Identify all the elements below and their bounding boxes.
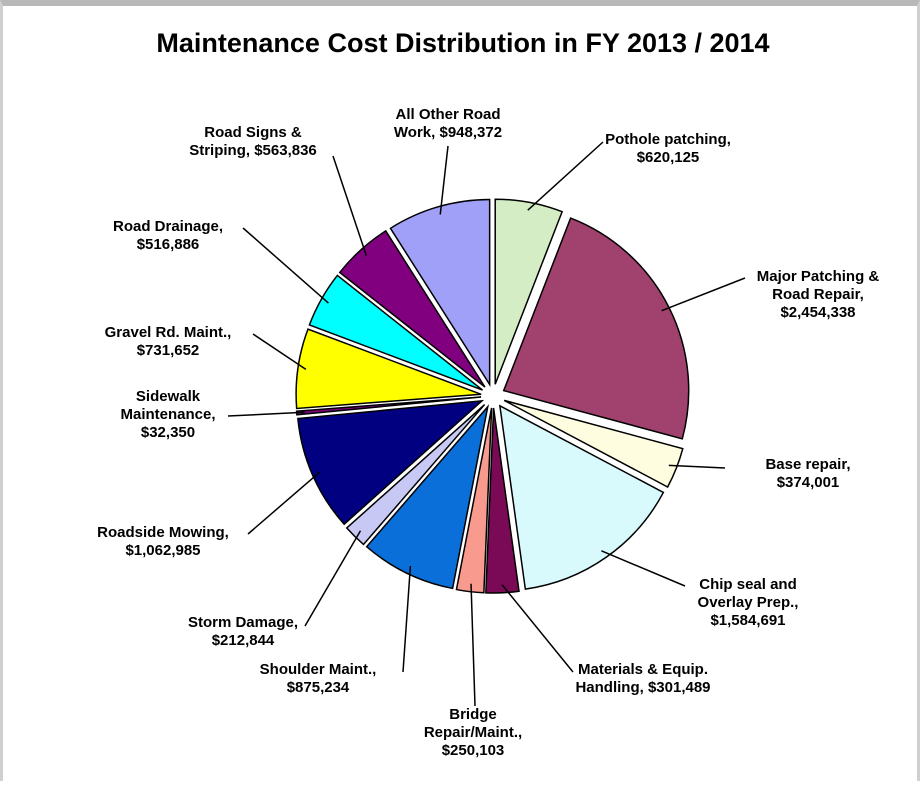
value-label: $2,454,338: [780, 304, 856, 321]
value-label: $731,652: [136, 342, 200, 359]
value-label: $563,836: [254, 142, 317, 159]
pie-slice: [494, 198, 564, 385]
value-label: $620,125: [636, 149, 700, 166]
category-label: Chip seal and Overlay Prep.,: [697, 576, 799, 611]
leader-line: [470, 583, 476, 707]
slice-label: Road Signs & Striping, $563,836: [173, 124, 333, 160]
pie-slice: [345, 403, 486, 546]
category-label: Storm Damage,: [187, 614, 299, 631]
category-label: Materials & Equip. Handling,: [575, 661, 709, 696]
category-label: Sidewalk Maintenance,: [120, 388, 216, 423]
leader-line: [527, 141, 604, 211]
slice-label: Materials & Equip. Handling, $301,489: [558, 661, 728, 697]
leader-line: [242, 227, 329, 304]
pie-slice: [485, 407, 520, 594]
pie-slice: [365, 404, 490, 590]
category-label: Bridge Repair/Maint.,: [423, 706, 523, 741]
slice-label: Storm Damage, $212,844: [183, 614, 303, 650]
value-label: $948,372: [439, 124, 503, 141]
leader-line: [439, 145, 449, 215]
pie-slice: [503, 399, 684, 489]
leader-line: [304, 530, 362, 627]
leader-line: [227, 411, 305, 417]
category-label: Road Signs & Striping,: [189, 124, 302, 159]
category-label: Shoulder Maint.,: [259, 661, 377, 678]
pie-slice: [455, 407, 493, 594]
leader-line: [668, 464, 726, 469]
leader-line: [332, 155, 368, 256]
value-label: $1,062,985: [125, 542, 201, 559]
leader-line: [501, 584, 574, 673]
slice-label: Bridge Repair/Maint., $250,103: [413, 706, 533, 760]
pie-slice: [389, 198, 491, 388]
leader-line: [247, 471, 321, 535]
value-label: $250,103: [441, 742, 505, 759]
category-label: Base repair,: [765, 456, 851, 473]
value-label: $516,886: [136, 236, 200, 253]
pie: [227, 141, 746, 707]
value-label: $301,489: [647, 679, 711, 696]
category-label: Gravel Rd. Maint.,: [104, 324, 232, 341]
value-label: $1,584,691: [710, 612, 786, 629]
pie-slice: [295, 328, 482, 410]
category-label: All Other Road Work,: [393, 106, 501, 141]
slice-label: Road Drainage, $516,886: [93, 218, 243, 254]
leader-line: [601, 550, 686, 587]
category-label: Roadside Mowing,: [97, 524, 229, 541]
slice-label: Gravel Rd. Maint., $731,652: [83, 324, 253, 360]
category-label: Major Patching & Road Repair,: [756, 268, 880, 303]
slice-label: Base repair, $374,001: [738, 456, 878, 492]
leader-line: [252, 333, 307, 370]
pie-slice: [498, 404, 665, 590]
slice-label: Chip seal and Overlay Prep., $1,584,691: [678, 576, 818, 630]
value-label: $374,001: [776, 474, 840, 491]
slice-label: Sidewalk Maintenance, $32,350: [103, 388, 233, 442]
slice-label: Roadside Mowing, $1,062,985: [78, 524, 248, 560]
pie-slice: [338, 229, 486, 388]
chart-title: Maintenance Cost Distribution in FY 2013…: [156, 28, 770, 58]
value-label: $32,350: [140, 424, 196, 441]
leader-line: [402, 565, 412, 673]
category-label: Road Drainage,: [112, 218, 224, 235]
pie-slice: [502, 217, 690, 440]
pie-slice: [297, 399, 485, 526]
slice-label: Shoulder Maint., $875,234: [248, 661, 388, 697]
slice-label: Major Patching & Road Repair, $2,454,338: [743, 268, 893, 322]
leader-line: [661, 277, 746, 312]
category-label: Pothole patching,: [605, 131, 731, 148]
pie-slice: [308, 274, 484, 391]
slice-label: All Other Road Work, $948,372: [378, 106, 518, 142]
slice-label: Pothole patching, $620,125: [598, 131, 738, 167]
value-label: $875,234: [286, 679, 350, 696]
value-label: $212,844: [211, 632, 275, 649]
